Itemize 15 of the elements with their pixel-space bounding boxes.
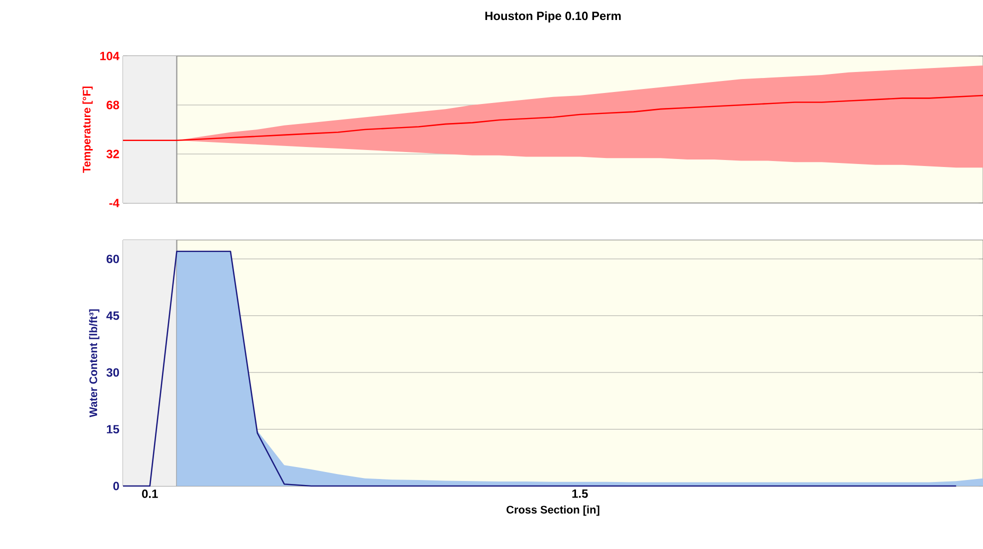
y-tick-label: 32 [106,150,119,158]
y-tick-label: 30 [106,368,119,377]
text: 1.5 [572,490,588,498]
x-axis-title: Cross Section [in] [506,506,600,516]
text: 0.1 [142,490,158,498]
y-axis-title: Water Content [lb/ft³] [89,309,100,418]
y-tick-label: 0 [113,482,119,490]
y-tick-label: 104 [100,52,120,60]
y-tick-label: 68 [106,100,120,110]
y-axis-title: Temperature [°F] [82,86,93,173]
y-tick-label: 15 [106,425,120,434]
y-tick-label: -4 [109,198,120,208]
chart-title: Houston Pipe 0.10 Perm [485,11,621,22]
y-tick-label: 45 [106,312,120,320]
y-tick-label: 60 [106,254,119,264]
